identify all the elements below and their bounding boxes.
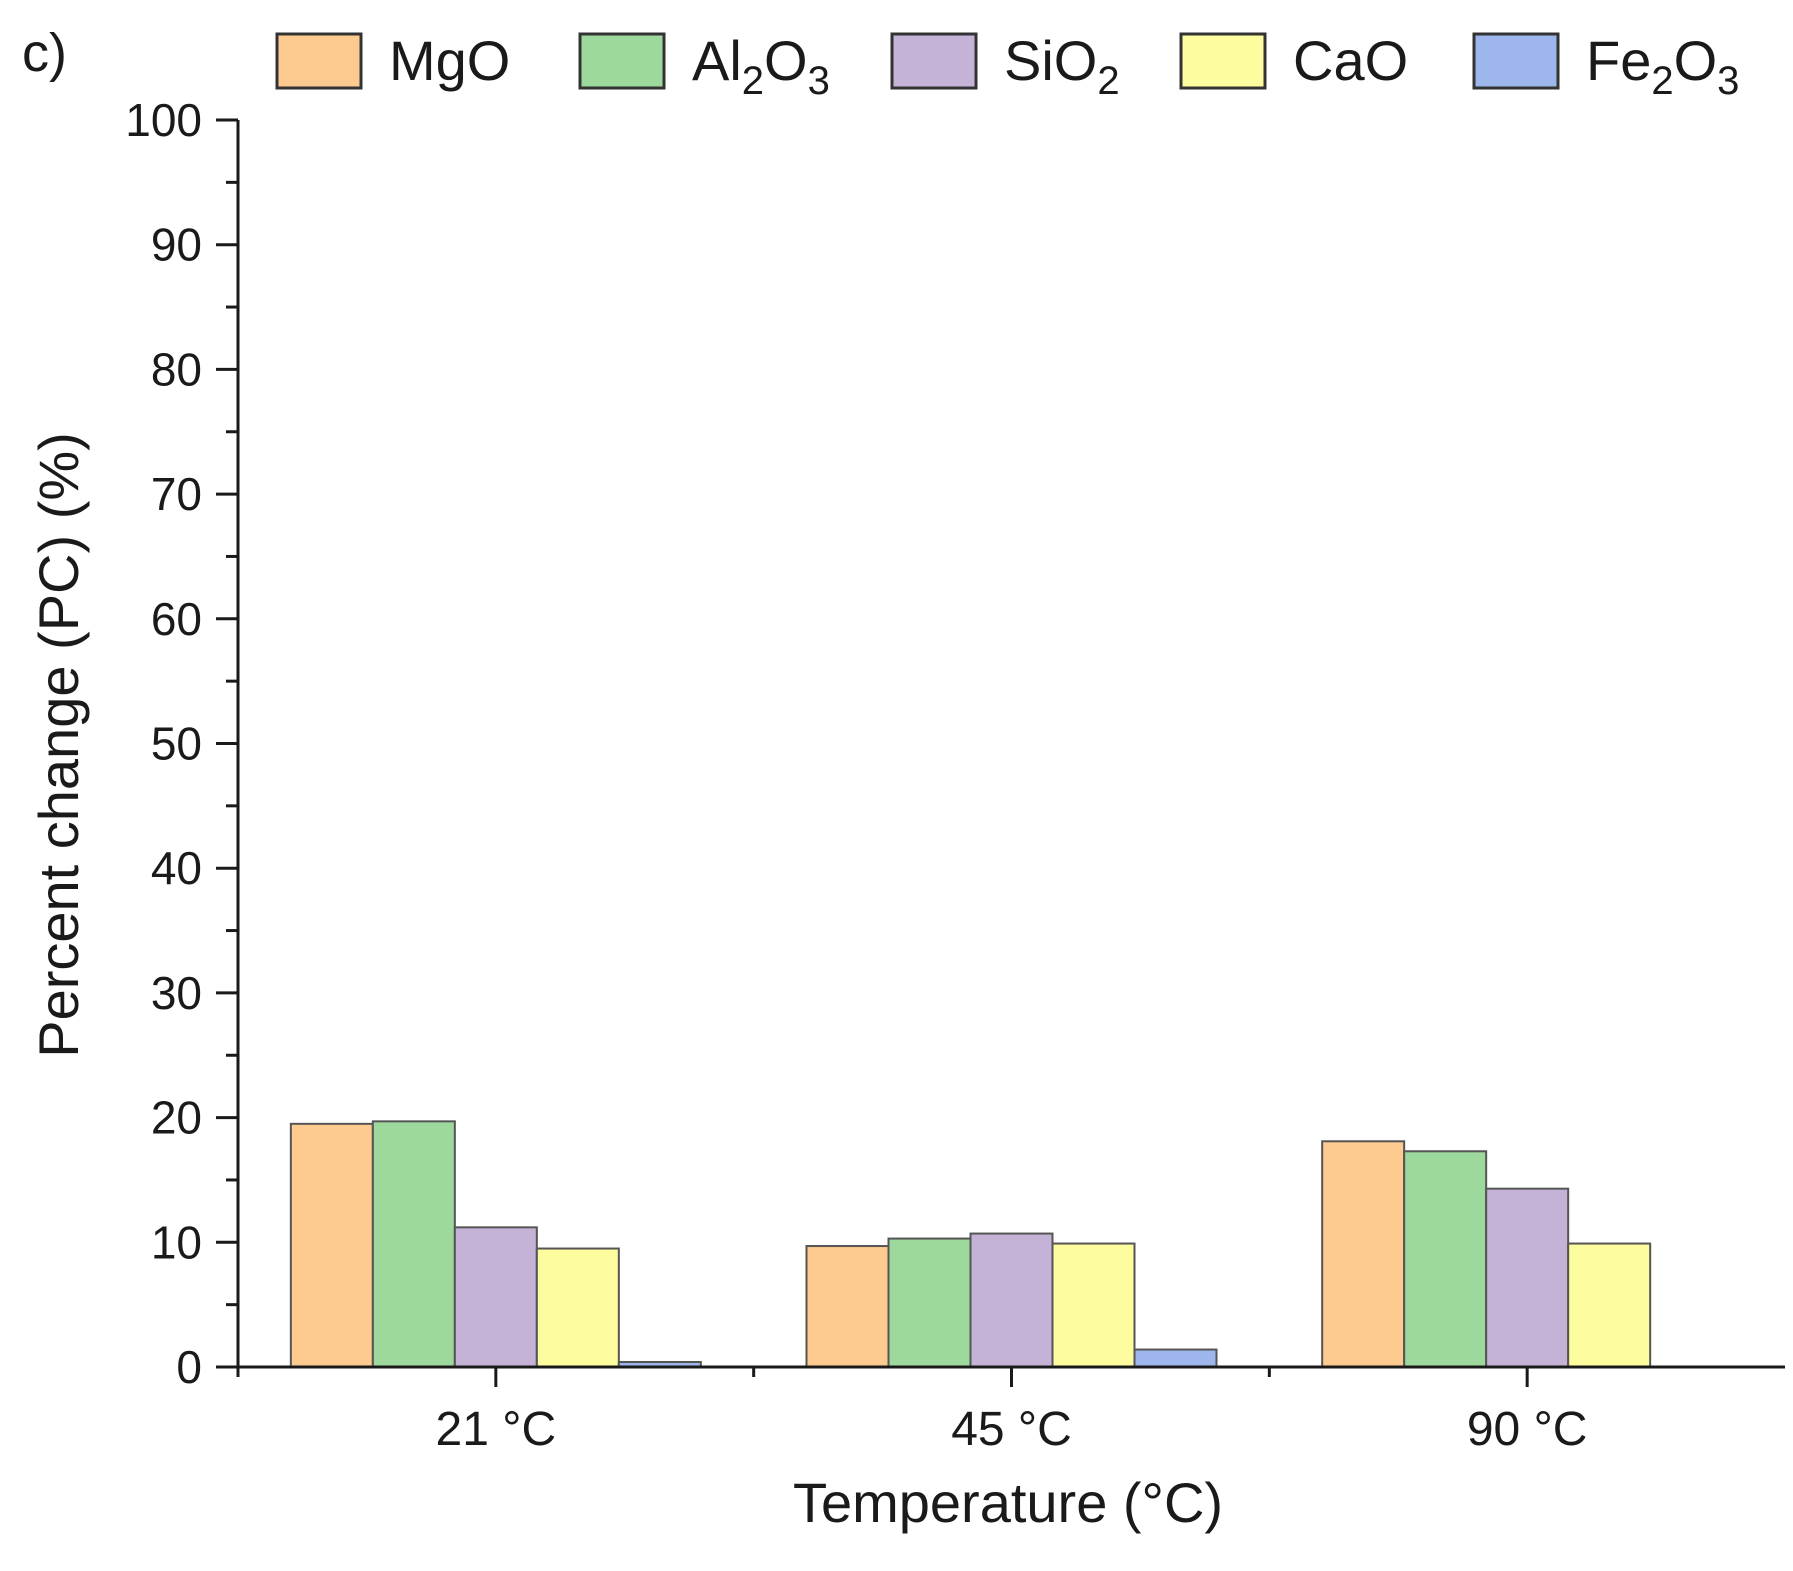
bar-sio2-3 xyxy=(1485,1187,1570,1368)
bar-fe2o3-2 xyxy=(1133,1348,1218,1368)
legend-swatch-al2o3 xyxy=(578,32,666,90)
y-tick-label: 30 xyxy=(151,967,202,1019)
x-tick-label: 45 °C xyxy=(951,1403,1072,1456)
bar-mgo-2 xyxy=(805,1245,890,1369)
y-tick-label: 40 xyxy=(151,842,202,894)
legend: MgO Al2O3 SiO2 CaO Fe2O3 xyxy=(275,29,1739,103)
y-tick-label: 90 xyxy=(151,219,202,271)
bar-al2o3-3 xyxy=(1403,1150,1488,1369)
x-tick-label: 90 °C xyxy=(1467,1403,1588,1456)
legend-swatch-mgo xyxy=(275,32,363,90)
bar-cao-3 xyxy=(1567,1242,1652,1368)
bar-sio2-1 xyxy=(453,1226,538,1369)
bar-al2o3-1 xyxy=(371,1120,456,1368)
y-axis-title: Percent change (PC) (%) xyxy=(27,432,90,1058)
bar-sio2-2 xyxy=(969,1232,1054,1369)
y-tick-label: 20 xyxy=(151,1092,202,1144)
bar-al2o3-2 xyxy=(887,1237,972,1368)
y-tick-label: 70 xyxy=(151,468,202,520)
legend-label-sio2: SiO2 xyxy=(1004,29,1120,103)
bar-mgo-3 xyxy=(1321,1140,1406,1368)
y-tick-label: 60 xyxy=(151,593,202,645)
x-axis-title: Temperature (°C) xyxy=(793,1471,1223,1534)
y-tick-label: 0 xyxy=(176,1341,202,1393)
legend-label-mgo: MgO xyxy=(389,29,510,92)
y-tick-label: 100 xyxy=(125,94,202,146)
bar-cao-1 xyxy=(535,1247,620,1369)
bar-mgo-1 xyxy=(289,1122,374,1368)
legend-swatch-fe2o3 xyxy=(1472,32,1560,90)
legend-label-al2o3: Al2O3 xyxy=(692,29,830,103)
y-tick-label: 10 xyxy=(151,1216,202,1268)
legend-swatch-sio2 xyxy=(890,32,978,90)
legend-swatch-cao xyxy=(1179,32,1267,90)
bars xyxy=(289,1120,1652,1369)
legend-label-cao: CaO xyxy=(1293,29,1408,92)
axes: 0 10 20 30 40 50 60 70 80 90 100 21 °C 45 °C 90 °C xyxy=(125,94,1785,1456)
panel-label: c) xyxy=(22,23,67,83)
x-tick-label: 21 °C xyxy=(436,1403,557,1456)
y-tick-label: 80 xyxy=(151,343,202,395)
y-tick-label: 50 xyxy=(151,718,202,770)
bar-cao-2 xyxy=(1051,1242,1136,1368)
legend-label-fe2o3: Fe2O3 xyxy=(1586,29,1739,103)
